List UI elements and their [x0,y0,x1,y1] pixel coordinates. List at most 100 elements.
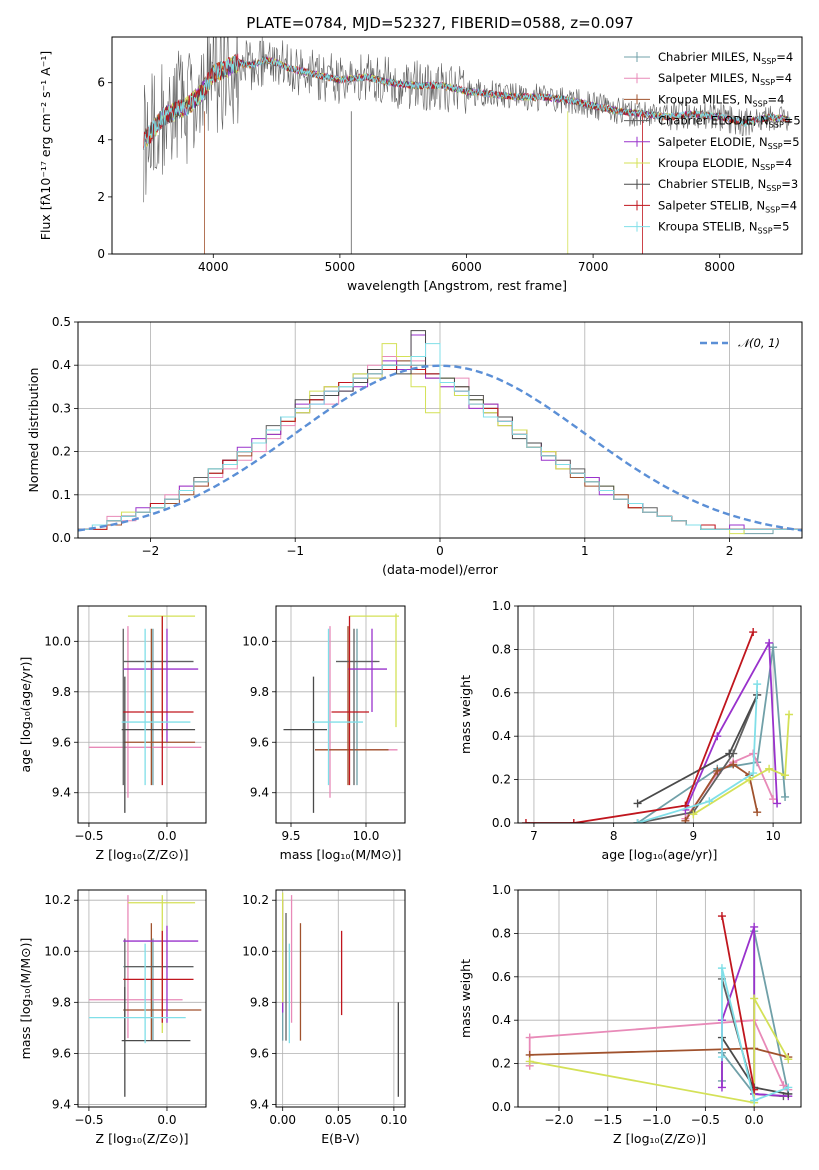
spectrum-ytick-label: 2 [97,190,105,204]
z-vs-age-xlabel: Z [log₁₀(Z/Z⊙)] [96,847,189,862]
weight-point-marker [569,819,578,823]
weight-point-marker [753,808,762,817]
weight-point-marker [633,819,642,823]
spectrum-xtick-label: 6000 [451,260,482,274]
weight-point-marker [745,775,754,784]
axes-frame [77,605,207,824]
mass-vs-age-ytick-label: 9.6 [250,735,269,749]
weight-point-marker [521,819,530,823]
spectrum-plot-area [143,37,791,254]
mass-vs-age-ytick-label: 10.0 [242,634,269,648]
weight-point-marker [781,792,790,801]
gaussian-curve [78,364,802,532]
spectrum-ylabel: Flux [fλ10⁻¹⁷ erg cm⁻² s⁻¹ A⁻¹] [38,51,53,240]
weight-point-marker [525,1057,534,1066]
residuals-ytick-label: 0.3 [52,401,71,415]
mass-vs-age-xtick-label: 9.5 [281,829,300,843]
z-vs-mass-ylabel: mass [log₁₀(M/M⊙)] [18,938,33,1060]
legend-entry: Chabrier ELODIE, NSSP=5 [658,114,801,130]
axes-frame [275,889,406,1108]
weight-series-line [721,967,789,1102]
spectrum-xtick-label: 7000 [578,260,609,274]
axes-frame [111,36,803,255]
ebv-vs-mass-ytick-label: 9.8 [250,995,269,1009]
weight-point-marker [713,766,722,775]
legend-entry: Salpeter ELODIE, NSSP=5 [658,135,800,151]
mass-vs-age-plot-area [283,613,399,813]
histogram-series [78,343,802,530]
z-vs-age-xtick-label: −0.5 [74,829,103,843]
age-vs-weight-ytick-label: 0.6 [492,686,511,700]
residuals-panel: −2 −1 0 1 2 0.0 0.1 0.2 0.3 0.4 0.5 (data-model)/er… [26,315,803,577]
weight-point-marker [717,1053,726,1062]
z-vs-mass-xtick-label: 0.0 [157,1113,176,1127]
ebv-vs-mass-ytick-label: 10.2 [242,893,269,907]
age-vs-weight-ytick-label: 1.0 [492,599,511,613]
legend-entry: Kroupa STELIB, NSSP=5 [658,220,789,236]
z-vs-weight-plot-area [525,912,793,1107]
weight-point-marker [779,1081,788,1090]
residuals-xtick-label: 0 [436,544,444,558]
age-vs-weight-plot-area [521,628,794,823]
legend-entry: 𝒩(0, 1) [738,336,780,350]
age-vs-weight-ytick-label: 0.4 [492,729,511,743]
residuals-ytick-label: 0.5 [52,315,71,329]
weight-point-marker [769,795,778,804]
age-vs-weight-ylabel: mass weight [458,675,473,754]
weight-point-marker [773,799,782,808]
z-vs-age-plot-area [88,615,202,813]
z-vs-age-ytick-label: 9.8 [52,685,71,699]
z-vs-weight-ytick-label: 0.6 [492,970,511,984]
legend-entry: Chabrier MILES, NSSP=4 [658,50,793,66]
weight-point-marker [750,994,759,1003]
z-vs-mass-xlabel: Z [log₁₀(Z/Z⊙)] [96,1131,189,1146]
residuals-ytick-label: 0.1 [52,488,71,502]
weight-point-marker [729,760,738,769]
weight-point-marker [785,710,794,719]
residuals-xtick-label: −2 [142,544,160,558]
mass-vs-age-xlabel: mass [log₁₀(M/M⊙)] [280,847,402,862]
ebv-vs-mass-panel: 0.00 0.05 0.10 9.4 9.6 9.8 10.0 10.2 E(B-V) [242,889,407,1146]
axes-frame [517,889,802,1108]
ebv-vs-mass-plot-area [282,892,399,1097]
z-vs-weight-xtick-label: −1.5 [593,1113,622,1127]
weight-point-marker [781,771,790,780]
legend-entry: Salpeter STELIB, NSSP=4 [658,198,797,214]
panels: 4000 5000 6000 7000 8000 0 2 4 6 wavelength [Angs… [18,36,803,1146]
z-vs-weight-ytick-label: 0.2 [492,1057,511,1071]
z-vs-mass-panel: −0.5 0.0 9.4 9.6 9.8 10.0 10.2 Z [log₁₀(Z/Z⊙)] m… [18,889,207,1146]
axes-frame [77,321,803,539]
weight-series-line [721,915,756,1090]
z-vs-mass-ytick-label: 9.4 [52,1097,71,1111]
mass-vs-age-ytick-label: 9.4 [250,786,269,800]
z-vs-weight-panel: −2.0 −1.5 −1.0 −0.5 0.0 0.0 0.2 0.4 0.6 0.8 1.0 Z [… [458,883,802,1146]
z-vs-mass-ytick-label: 10.0 [44,944,71,958]
z-vs-weight-xlabel: Z [log₁₀(Z/Z⊙)] [613,1131,706,1146]
weight-series-line [637,694,759,823]
weight-point-marker [705,797,714,806]
age-vs-weight-panel: 7 8 9 10 0.0 0.2 0.4 0.6 0.8 1.0 age [log₁₀(age/yr… [458,599,802,862]
ebv-vs-mass-ytick-label: 9.6 [250,1046,269,1060]
spectrum-xtick-label: 4000 [198,260,229,274]
z-vs-weight-xtick-label: −1.0 [642,1113,671,1127]
z-vs-weight-ytick-label: 0.8 [492,926,511,940]
axes-frame [77,889,207,1108]
ebv-vs-mass-ytick-label: 9.4 [250,1097,269,1111]
mass-vs-age-panel: 9.5 10.0 9.4 9.6 9.8 10.0 mass [log₁₀(M/M⊙)] [242,605,406,862]
weight-point-marker [784,1055,793,1064]
legend-entry: Kroupa ELODIE, NSSP=4 [658,156,792,172]
figure-title: PLATE=0784, MJD=52327, FIBERID=0588, z=0… [246,14,633,32]
age-vs-weight-ytick-label: 0.2 [492,773,511,787]
spectrum-xlabel: wavelength [Angstrom, rest frame] [347,278,567,293]
age-vs-weight-xtick-label: 9 [690,829,698,843]
ebv-vs-mass-xtick-label: 0.05 [325,1113,352,1127]
weight-point-marker [633,799,642,808]
z-vs-age-xtick-label: 0.0 [157,829,176,843]
z-vs-mass-ytick-label: 9.8 [52,995,71,1009]
z-vs-weight-ytick-label: 0.0 [492,1100,511,1114]
z-vs-age-ytick-label: 10.0 [44,634,71,648]
spectrum-xtick-label: 5000 [325,260,356,274]
weight-point-marker [681,816,690,823]
age-vs-weight-xlabel: age [log₁₀(age/yr)] [602,847,718,862]
